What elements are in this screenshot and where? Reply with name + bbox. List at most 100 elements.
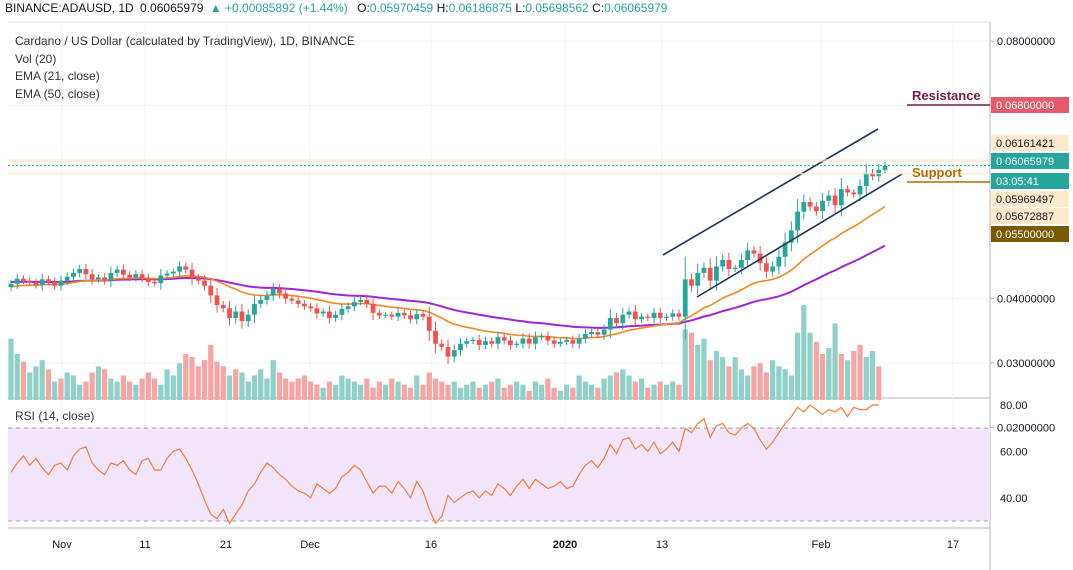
- volume-bar: [482, 384, 489, 400]
- candle-body: [458, 343, 463, 351]
- volume-bar: [695, 344, 701, 400]
- volume-bar: [464, 384, 470, 400]
- price-tag-label: 0.06800000: [996, 100, 1054, 112]
- volume-bar: [570, 387, 576, 400]
- candle-body: [114, 269, 120, 273]
- volume-bars: [8, 305, 882, 400]
- candle-body: [283, 293, 289, 299]
- volume-bar: [151, 378, 158, 400]
- candle-body: [314, 308, 320, 314]
- volume-bar: [339, 375, 345, 400]
- candle-body: [732, 267, 738, 270]
- volume-bar: [270, 360, 276, 400]
- candle-body: [639, 316, 644, 320]
- candle-body: [364, 299, 370, 304]
- volume-bar: [189, 357, 195, 400]
- x-tick-label: Feb: [812, 539, 831, 551]
- volume-bar: [663, 384, 670, 400]
- volume-bar: [876, 366, 882, 400]
- legend-vol: Vol (20): [15, 51, 57, 66]
- candle-body: [857, 185, 863, 195]
- candle-body: [177, 266, 182, 272]
- symbol-label[interactable]: BINANCE:ADAUSD, 1D: [5, 1, 134, 15]
- volume-bar: [77, 384, 83, 400]
- candle-body: [863, 173, 869, 186]
- volume-bar: [489, 381, 495, 400]
- candle-body: [108, 272, 114, 281]
- candle-body: [508, 340, 513, 345]
- candle-body: [514, 343, 520, 345]
- volume-bar: [414, 375, 420, 400]
- volume-bar: [595, 387, 601, 400]
- candle-body: [414, 314, 420, 320]
- candle-body: [714, 266, 719, 281]
- price-tag-label: 0.05969497: [996, 194, 1054, 206]
- candle-body: [501, 337, 507, 341]
- volume-bar: [470, 381, 476, 400]
- volume-bar: [420, 384, 426, 400]
- price-tag-label: 0.05500000: [996, 229, 1054, 241]
- price-tag-label: 0.05672887: [996, 211, 1054, 223]
- price-tag-label: 0.06065979: [996, 156, 1054, 168]
- candle-body: [582, 334, 588, 339]
- volume-bar: [251, 375, 258, 400]
- candle-body: [102, 277, 108, 281]
- candle-body: [270, 288, 276, 296]
- volume-bar: [495, 378, 501, 400]
- candle-body: [645, 316, 651, 318]
- open-label: O:: [357, 1, 370, 15]
- candle-body: [33, 282, 39, 286]
- low-label: L:: [515, 1, 526, 15]
- candle-body: [470, 339, 476, 342]
- volume-bar: [445, 384, 451, 400]
- volume-bar: [588, 384, 595, 400]
- volume-bar: [763, 372, 769, 400]
- volume-bar: [95, 366, 101, 400]
- candle-body: [333, 314, 339, 318]
- candle-body: [227, 308, 232, 318]
- volume-bar: [751, 366, 757, 400]
- candle-body: [776, 256, 782, 267]
- candle-body: [539, 335, 545, 338]
- candle-body: [676, 313, 682, 317]
- candle-body: [420, 314, 426, 317]
- volume-bar: [264, 378, 270, 400]
- candle-body: [302, 303, 307, 307]
- volume-bar: [557, 390, 563, 400]
- ema50-line: [10, 244, 886, 329]
- volume-bar: [170, 375, 176, 400]
- candle-body: [657, 312, 663, 318]
- candle-body: [876, 169, 882, 177]
- candle-body: [564, 339, 570, 342]
- candle-body: [326, 311, 332, 318]
- volume-bar: [245, 381, 251, 400]
- volume-bar: [576, 375, 582, 400]
- x-tick-label: 21: [220, 539, 232, 551]
- volume-bar: [120, 375, 126, 400]
- volume-bar: [426, 372, 432, 400]
- candle-body: [720, 260, 726, 267]
- candle-body: [845, 189, 850, 193]
- candle-body: [214, 295, 220, 306]
- price-tag: [991, 208, 1069, 224]
- candle-body: [576, 338, 582, 344]
- volume-bar: [457, 387, 464, 400]
- symbol-header: BINANCE:ADAUSD, 1D 0.06065979 ▲ +0.00085…: [0, 0, 1073, 17]
- candle-body: [838, 189, 844, 206]
- candle-body: [664, 316, 669, 318]
- volume-bar: [301, 375, 308, 400]
- volume-bar: [289, 381, 295, 400]
- x-tick-label: Dec: [300, 539, 320, 551]
- candle-body: [339, 308, 345, 315]
- volume-bar: [564, 384, 570, 400]
- volume-bar: [626, 375, 632, 400]
- volume-bar: [651, 384, 657, 400]
- price-tag: [991, 173, 1069, 189]
- volume-bar: [795, 332, 801, 400]
- volume-bar: [819, 354, 826, 400]
- candle-body: [370, 303, 376, 313]
- volume-bar: [276, 372, 283, 400]
- candle-body: [614, 317, 619, 324]
- volume-bar: [239, 372, 245, 400]
